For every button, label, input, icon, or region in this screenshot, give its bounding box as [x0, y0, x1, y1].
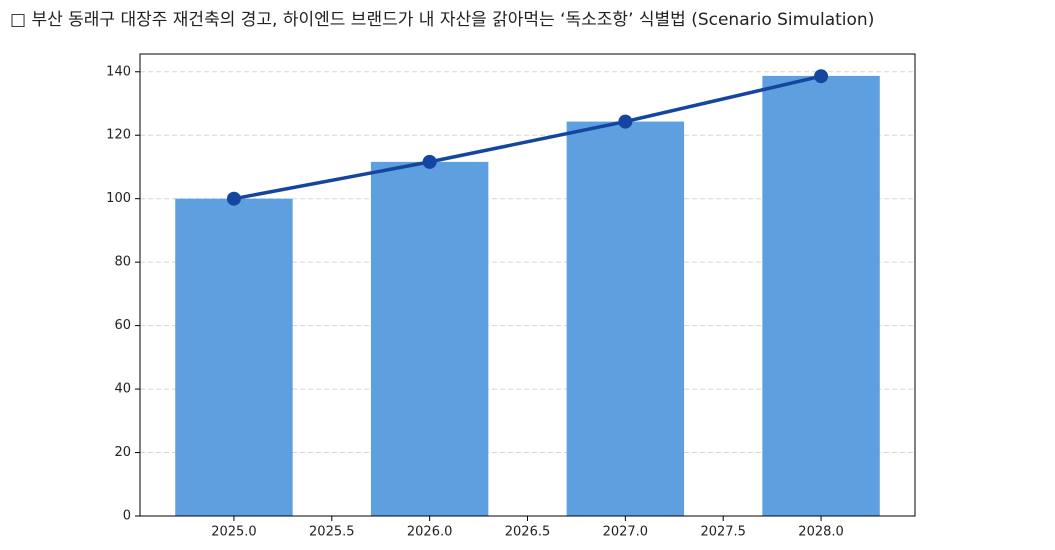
chart-title: □ 부산 동래구 대장주 재건축의 경고, 하이엔드 브랜드가 내 자산을 갉아…: [10, 10, 874, 30]
x-tick-label: 2025.5: [309, 525, 355, 540]
point: [618, 114, 633, 129]
bar: [370, 161, 489, 516]
point: [814, 69, 829, 84]
point: [226, 191, 241, 206]
x-tick-label: 2026.0: [407, 525, 453, 540]
y-tick-label: 0: [123, 509, 131, 524]
y-tick-label: 120: [106, 128, 131, 143]
point: [422, 154, 437, 169]
x-tick-label: 2028.0: [798, 525, 844, 540]
x-tick-label: 2027.5: [700, 525, 746, 540]
line: [233, 74, 822, 201]
x-tick-label: 2027.0: [603, 525, 649, 540]
y-tick-label: 100: [106, 191, 131, 206]
x-tick-label: 2026.5: [505, 525, 551, 540]
plot-frame: [139, 53, 916, 517]
y-tick-label: 140: [106, 64, 131, 79]
bar: [175, 198, 293, 516]
bar: [762, 75, 880, 517]
y-tick-label: 40: [114, 382, 131, 397]
y-tick-label: 80: [114, 255, 131, 270]
y-tick-label: 60: [114, 318, 131, 333]
x-tick-label: 2025.0: [211, 525, 257, 540]
bar: [566, 121, 685, 516]
y-tick-label: 20: [114, 445, 131, 460]
